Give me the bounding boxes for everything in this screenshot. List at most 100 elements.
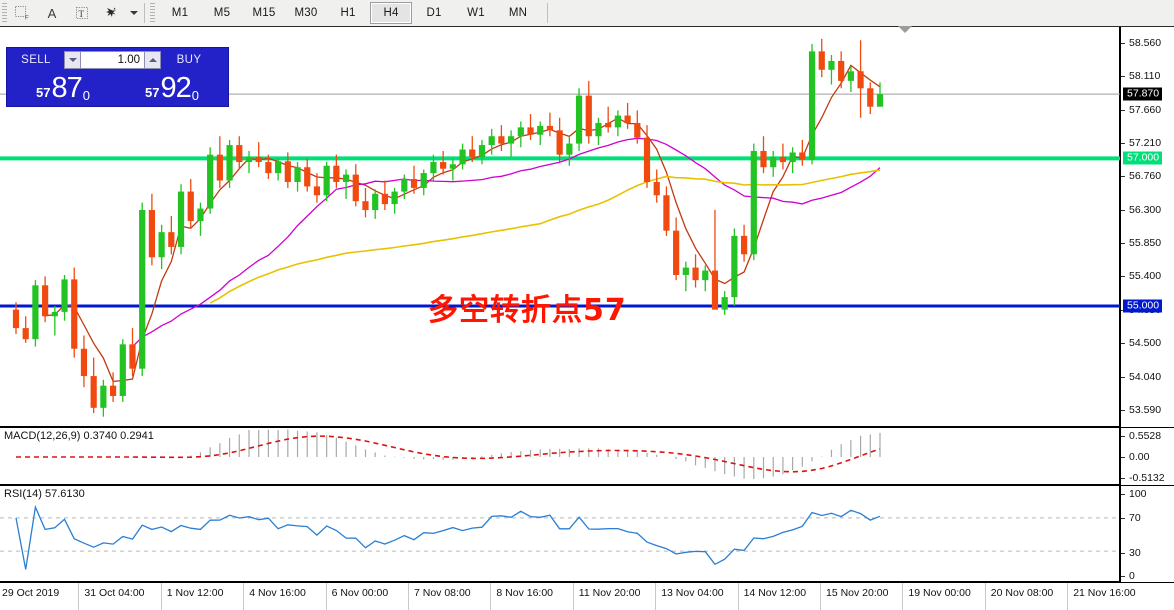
- volume-increment-button[interactable]: [144, 51, 161, 69]
- timeframe-group: M1 M5 M15 M30 H1 H4 D1 W1 MN: [159, 2, 539, 24]
- price-tick: 58.110: [1121, 70, 1160, 82]
- macd-tick: -0.5132: [1121, 472, 1165, 484]
- chart-area[interactable]: USOil-,H4 57.950 58.030 57.840 57.870 多空…: [0, 26, 1174, 610]
- chevron-down-icon-chart[interactable]: [898, 26, 912, 33]
- time-label: 29 Oct 2019: [2, 587, 60, 599]
- rsi-scale[interactable]: 100 70 30 0: [1120, 485, 1174, 582]
- timeframe-mn[interactable]: MN: [508, 7, 528, 19]
- time-separator: [160, 583, 162, 610]
- macd-tick: 0.5528: [1121, 430, 1161, 442]
- price-tick: 54.500: [1121, 337, 1161, 349]
- crosshair-icon[interactable]: F: [7, 1, 37, 25]
- time-label: 1 Nov 12:00: [166, 587, 224, 599]
- price-scale[interactable]: 58.560 58.110 57.660 57.210 56.760 56.300 55.8…: [1120, 27, 1174, 427]
- time-separator: [490, 583, 492, 610]
- buy-button[interactable]: BUY: [176, 54, 202, 66]
- one-click-trade-panel[interactable]: SELL 1.00 BUY 57 87 0 57 92 0: [6, 47, 229, 107]
- sell-price-quote[interactable]: 57 87 0: [10, 70, 116, 104]
- time-label: 14 Nov 12:00: [743, 587, 807, 599]
- time-separator: [408, 583, 409, 610]
- toolbar-divider-2: [547, 3, 548, 23]
- price-tick: 57.210: [1121, 137, 1161, 149]
- time-separator: [78, 583, 80, 610]
- sell-price-main: 87: [51, 72, 82, 104]
- price-badge: 55.000: [1123, 299, 1163, 313]
- time-separator: [984, 583, 986, 610]
- chevron-down-icon: [130, 11, 138, 15]
- rsi-label: RSI(14) 57.6130: [4, 488, 85, 500]
- price-tick: 58.560: [1121, 37, 1161, 49]
- toolbar: F A T M1 M5 M15 M30 H1 H4 D1 W1 MN: [0, 0, 1174, 27]
- time-label: 31 Oct 04:00: [84, 587, 145, 599]
- rsi-plot[interactable]: RSI(14) 57.6130: [0, 485, 1120, 582]
- time-separator: [902, 583, 904, 610]
- price-tick: 57.660: [1121, 104, 1161, 116]
- time-separator: [820, 583, 821, 610]
- timeframe-m5[interactable]: M5: [213, 7, 231, 19]
- time-separator: [655, 583, 657, 610]
- rsi-tick: 70: [1121, 512, 1141, 524]
- timeframe-grip[interactable]: [150, 3, 155, 23]
- rsi-tick: 100: [1121, 488, 1147, 500]
- time-separator: [325, 583, 327, 610]
- trade-panel-quotes: 57 87 0 57 92 0: [7, 70, 228, 106]
- objects-dropdown-caret[interactable]: [127, 1, 141, 25]
- trade-panel-top: SELL 1.00 BUY: [7, 48, 228, 70]
- toolbar-divider: [144, 3, 145, 23]
- toolbar-grip[interactable]: [2, 3, 7, 23]
- volume-input[interactable]: 1.00: [81, 51, 144, 69]
- timeframe-d1[interactable]: D1: [426, 7, 442, 19]
- time-label: 11 Nov 20:00: [578, 587, 641, 599]
- time-label: 8 Nov 16:00: [496, 587, 554, 599]
- price-tick: 53.590: [1121, 404, 1161, 416]
- price-badge: 57.000: [1123, 151, 1163, 165]
- timeframe-m30[interactable]: M30: [294, 7, 318, 19]
- time-separator: [572, 583, 574, 610]
- macd-tick: 0.00: [1121, 451, 1149, 463]
- buy-price-fraction: 0: [191, 88, 199, 103]
- sell-price-integer: 57: [36, 85, 51, 100]
- buy-price-integer: 57: [145, 85, 160, 100]
- chart-annotation: 多空转折点57: [428, 293, 627, 328]
- sell-button[interactable]: SELL: [21, 54, 51, 66]
- timeframe-h4[interactable]: H4: [370, 2, 412, 24]
- buy-price-main: 92: [160, 72, 191, 104]
- price-tick: 56.300: [1121, 204, 1161, 216]
- time-label: 6 Nov 00:00: [331, 587, 389, 599]
- buy-price-quote[interactable]: 57 92 0: [119, 70, 225, 104]
- macd-plot[interactable]: MACD(12,26,9) 0.3740 0.2941: [0, 427, 1120, 485]
- rsi-tick: 30: [1121, 547, 1141, 559]
- timeframe-m1[interactable]: M1: [171, 7, 189, 19]
- rsi-canvas: [0, 504, 1120, 570]
- price-badge: 57.870: [1123, 87, 1163, 101]
- time-label: 13 Nov 04:00: [661, 587, 724, 599]
- svg-text:T: T: [79, 9, 85, 19]
- price-tick: 56.760: [1121, 170, 1161, 182]
- price-tick: 55.850: [1121, 237, 1161, 249]
- time-label: 15 Nov 20:00: [826, 587, 889, 599]
- time-label: 21 Nov 16:00: [1073, 587, 1136, 599]
- time-separator: [243, 583, 245, 610]
- time-label: 4 Nov 16:00: [249, 587, 306, 599]
- macd-canvas: [16, 429, 881, 480]
- time-label: 19 Nov 00:00: [908, 587, 971, 599]
- text-label-icon[interactable]: T: [67, 1, 97, 25]
- macd-label: MACD(12,26,9) 0.3740 0.2941: [4, 430, 154, 442]
- volume-stepper[interactable]: 1.00: [64, 51, 161, 69]
- price-tick: 55.400: [1121, 270, 1161, 282]
- caret-up-icon: [148, 58, 157, 62]
- timeframe-m15[interactable]: M15: [252, 7, 276, 19]
- timeframe-w1[interactable]: W1: [467, 7, 485, 19]
- time-scale[interactable]: 29 Oct 2019 31 Oct 04:00 1 Nov 12:00 4 Nov …: [0, 582, 1174, 610]
- time-separator: [737, 583, 739, 610]
- volume-decrement-button[interactable]: [64, 51, 81, 69]
- caret-down-icon: [68, 58, 77, 62]
- price-tick: 54.040: [1121, 371, 1161, 383]
- timeframe-h1[interactable]: H1: [340, 7, 356, 19]
- time-label: 20 Nov 08:00: [990, 587, 1054, 599]
- objects-icon[interactable]: [97, 1, 127, 25]
- macd-scale[interactable]: 0.5528 0.00 -0.5132: [1120, 427, 1174, 485]
- text-icon[interactable]: A: [47, 5, 57, 21]
- time-label: 7 Nov 08:00: [414, 587, 471, 599]
